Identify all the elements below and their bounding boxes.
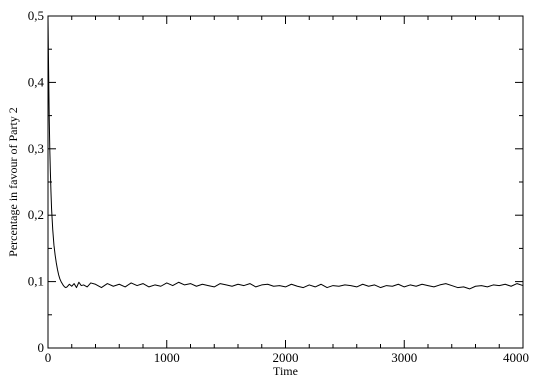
x-tick-label: 3000 [391, 350, 417, 365]
series-line-1 [47, 15, 524, 290]
x-axis-title: Time [273, 364, 298, 377]
y-tick-label: 0,5 [28, 8, 44, 23]
minor-ticks [48, 16, 523, 348]
x-tick-label: 2000 [273, 350, 299, 365]
x-tick-labels: 0 1000 2000 3000 4000 [45, 350, 529, 365]
y-tick-label: 0,4 [28, 74, 45, 89]
x-tick-label: 0 [45, 350, 52, 365]
y-tick-label: 0,1 [28, 274, 44, 289]
y-tick-labels: 0 0,1 0,2 0,3 0,4 0,5 [28, 8, 45, 355]
series-group [47, 15, 524, 290]
y-axis-title: Percentage in favour of Party 2 [6, 107, 20, 257]
x-tick-label: 1000 [154, 350, 180, 365]
x-tick-label: 4000 [503, 350, 529, 365]
y-tick-label: 0 [38, 340, 45, 355]
y-tick-label: 0,2 [28, 207, 44, 222]
plot-frame [47, 15, 524, 349]
y-tick-label: 0,3 [28, 141, 44, 156]
major-ticks [47, 15, 524, 349]
